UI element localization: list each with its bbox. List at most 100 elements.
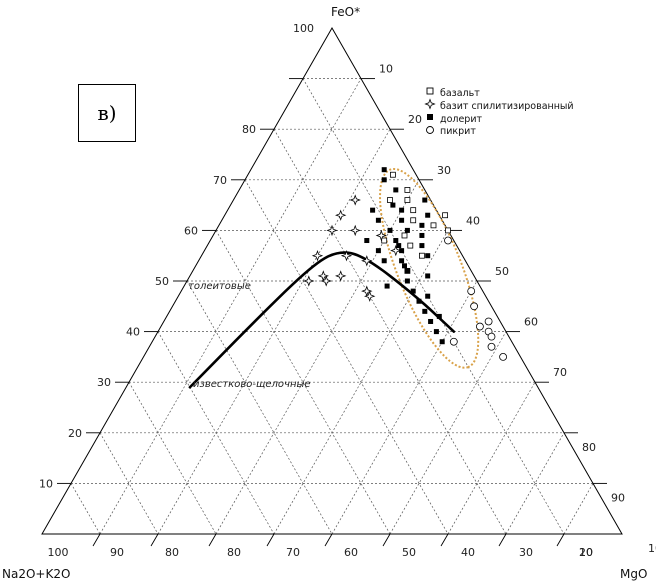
point-spilite: [303, 275, 315, 287]
tick-label-base: 20: [579, 546, 593, 559]
legend-marker-spilite: [424, 98, 436, 110]
point-dolerite: [390, 202, 396, 208]
point-picrite: [487, 342, 496, 351]
point-basalt: [404, 187, 411, 193]
vertex-label-alkali: Na2O+K2O: [2, 567, 70, 581]
point-spilite: [390, 244, 402, 257]
legend-marker-basalt: [426, 87, 434, 95]
tick-label-mgo: 80: [582, 441, 596, 454]
point-dolerite: [399, 248, 405, 254]
point-basalt: [410, 207, 417, 214]
tick-label-feo: 100: [293, 22, 314, 35]
tick-label-mgo: 100: [648, 542, 656, 555]
tick-label-feo: 50: [155, 275, 169, 288]
point-basalt: [401, 232, 408, 239]
point-dolerite: [422, 197, 428, 203]
point-dolerite: [399, 217, 405, 223]
tick-label-base: 70: [286, 546, 300, 559]
tick-labels: 1020304050607080100102030405060708090100…: [39, 22, 656, 559]
tick-label-feo: 80: [242, 123, 256, 136]
tick-label-feo: 20: [68, 427, 82, 440]
tick-mark-base: [266, 533, 275, 547]
grid-line-mgo: [331, 280, 478, 535]
point-picrite: [467, 287, 476, 296]
point-dolerite: [381, 258, 387, 264]
tick-label-mgo: 50: [495, 265, 509, 278]
point-dolerite: [425, 212, 431, 218]
point-dolerite: [399, 258, 405, 264]
point-dolerite: [404, 278, 410, 284]
legend: базальт базит спилитизированный долерит …: [424, 87, 574, 137]
point-basalt: [430, 222, 437, 229]
point-dolerite: [425, 273, 431, 279]
point-spilite: [335, 209, 347, 221]
point-dolerite: [393, 187, 399, 193]
tick-mark-base: [556, 533, 565, 547]
point-basalt: [442, 212, 449, 219]
point-dolerite: [364, 238, 370, 244]
point-spilite: [317, 270, 329, 282]
point-dolerite: [381, 167, 387, 173]
point-dolerite: [393, 238, 399, 244]
point-dolerite: [384, 283, 390, 289]
tick-label-feo: 40: [126, 326, 140, 339]
tick-mark-base: [498, 533, 507, 547]
tick-mark-base: [382, 533, 391, 547]
tick-mark-base: [440, 533, 449, 547]
point-dolerite: [425, 253, 431, 259]
point-spilite: [340, 250, 353, 262]
tick-mark-base: [324, 533, 333, 547]
point-dolerite: [419, 232, 425, 238]
grid-lines: [70, 78, 594, 535]
point-basalt: [389, 171, 396, 178]
tick-label-feo: 10: [39, 477, 53, 490]
grid-line-alkali: [99, 432, 159, 535]
point-dolerite: [419, 222, 425, 228]
point-basalt: [410, 217, 417, 224]
point-spilite: [335, 270, 347, 282]
point-spilite: [311, 250, 324, 262]
point-basalt: [407, 242, 414, 249]
point-basalt: [418, 252, 425, 259]
point-spilite: [349, 224, 361, 237]
panel-label-box: в): [78, 84, 136, 142]
panel-label: в): [97, 101, 117, 125]
tick-label-base: 90: [110, 546, 124, 559]
point-dolerite: [375, 217, 381, 223]
point-picrite: [484, 317, 493, 326]
tick-label-base: 50: [402, 546, 416, 559]
point-dolerite: [375, 248, 381, 254]
point-dolerite: [433, 329, 439, 335]
grid-line-alkali: [244, 179, 449, 535]
tick-label-mgo: 60: [524, 316, 538, 329]
grid-line-mgo: [99, 78, 362, 535]
point-dolerite: [404, 227, 410, 233]
tick-mark-base: [208, 533, 217, 547]
point-picrite: [475, 322, 484, 331]
tick-label-feo: 70: [213, 174, 227, 187]
point-dolerite: [381, 177, 387, 183]
point-picrite: [444, 236, 452, 245]
tick-label-base: 80: [165, 546, 179, 559]
legend-label-picrite: пикрит: [440, 126, 476, 137]
point-picrite: [449, 337, 458, 346]
grid-line-alkali: [186, 280, 333, 535]
legend-marker-picrite: [426, 126, 434, 134]
data-points: [303, 167, 508, 361]
point-dolerite: [439, 339, 445, 345]
tick-label-base: 30: [519, 546, 533, 559]
point-dolerite: [428, 318, 434, 324]
tick-label-base: 80: [227, 546, 241, 559]
point-spilite: [320, 275, 332, 287]
tick-label-base: 10: [579, 546, 593, 559]
tick-label-mgo: 20: [408, 113, 422, 126]
tick-mark-base: [150, 533, 159, 547]
point-spilite: [361, 255, 373, 267]
field-label-tholeiitic: толеитовые: [188, 281, 251, 292]
grid-line-alkali: [128, 382, 217, 535]
point-dolerite: [410, 288, 416, 294]
point-spilite: [364, 290, 376, 302]
point-dolerite: [425, 293, 431, 299]
point-picrite: [470, 302, 479, 311]
